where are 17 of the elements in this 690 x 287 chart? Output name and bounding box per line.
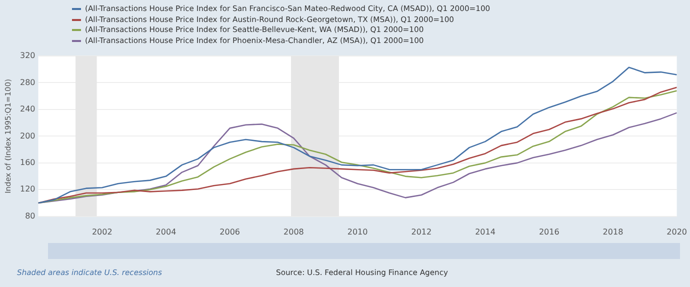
y-tick-label: 320 <box>20 51 36 60</box>
x-tick-label: 2008 <box>284 227 304 236</box>
x-tick-label: 2014 <box>475 227 496 236</box>
x-tick-label: 2006 <box>220 227 240 236</box>
y-tick-label: 240 <box>20 104 36 114</box>
x-tick-label: 2012 <box>411 227 432 236</box>
x-tick-label: 2020 <box>666 227 687 236</box>
y-tick-label: 200 <box>20 131 36 140</box>
y-tick-label: 280 <box>20 78 36 87</box>
y-tick-label: 80 <box>25 211 36 220</box>
x-tick-label: 2016 <box>538 227 560 236</box>
y-tick-label: 120 <box>20 184 36 194</box>
x-tick-label: 2018 <box>602 227 624 236</box>
x-tick-label: 2002 <box>92 227 112 236</box>
y-tick-label: 160 <box>20 158 36 168</box>
x-tick-label: 2004 <box>156 227 176 236</box>
x-tick-label: 2010 <box>347 227 368 236</box>
